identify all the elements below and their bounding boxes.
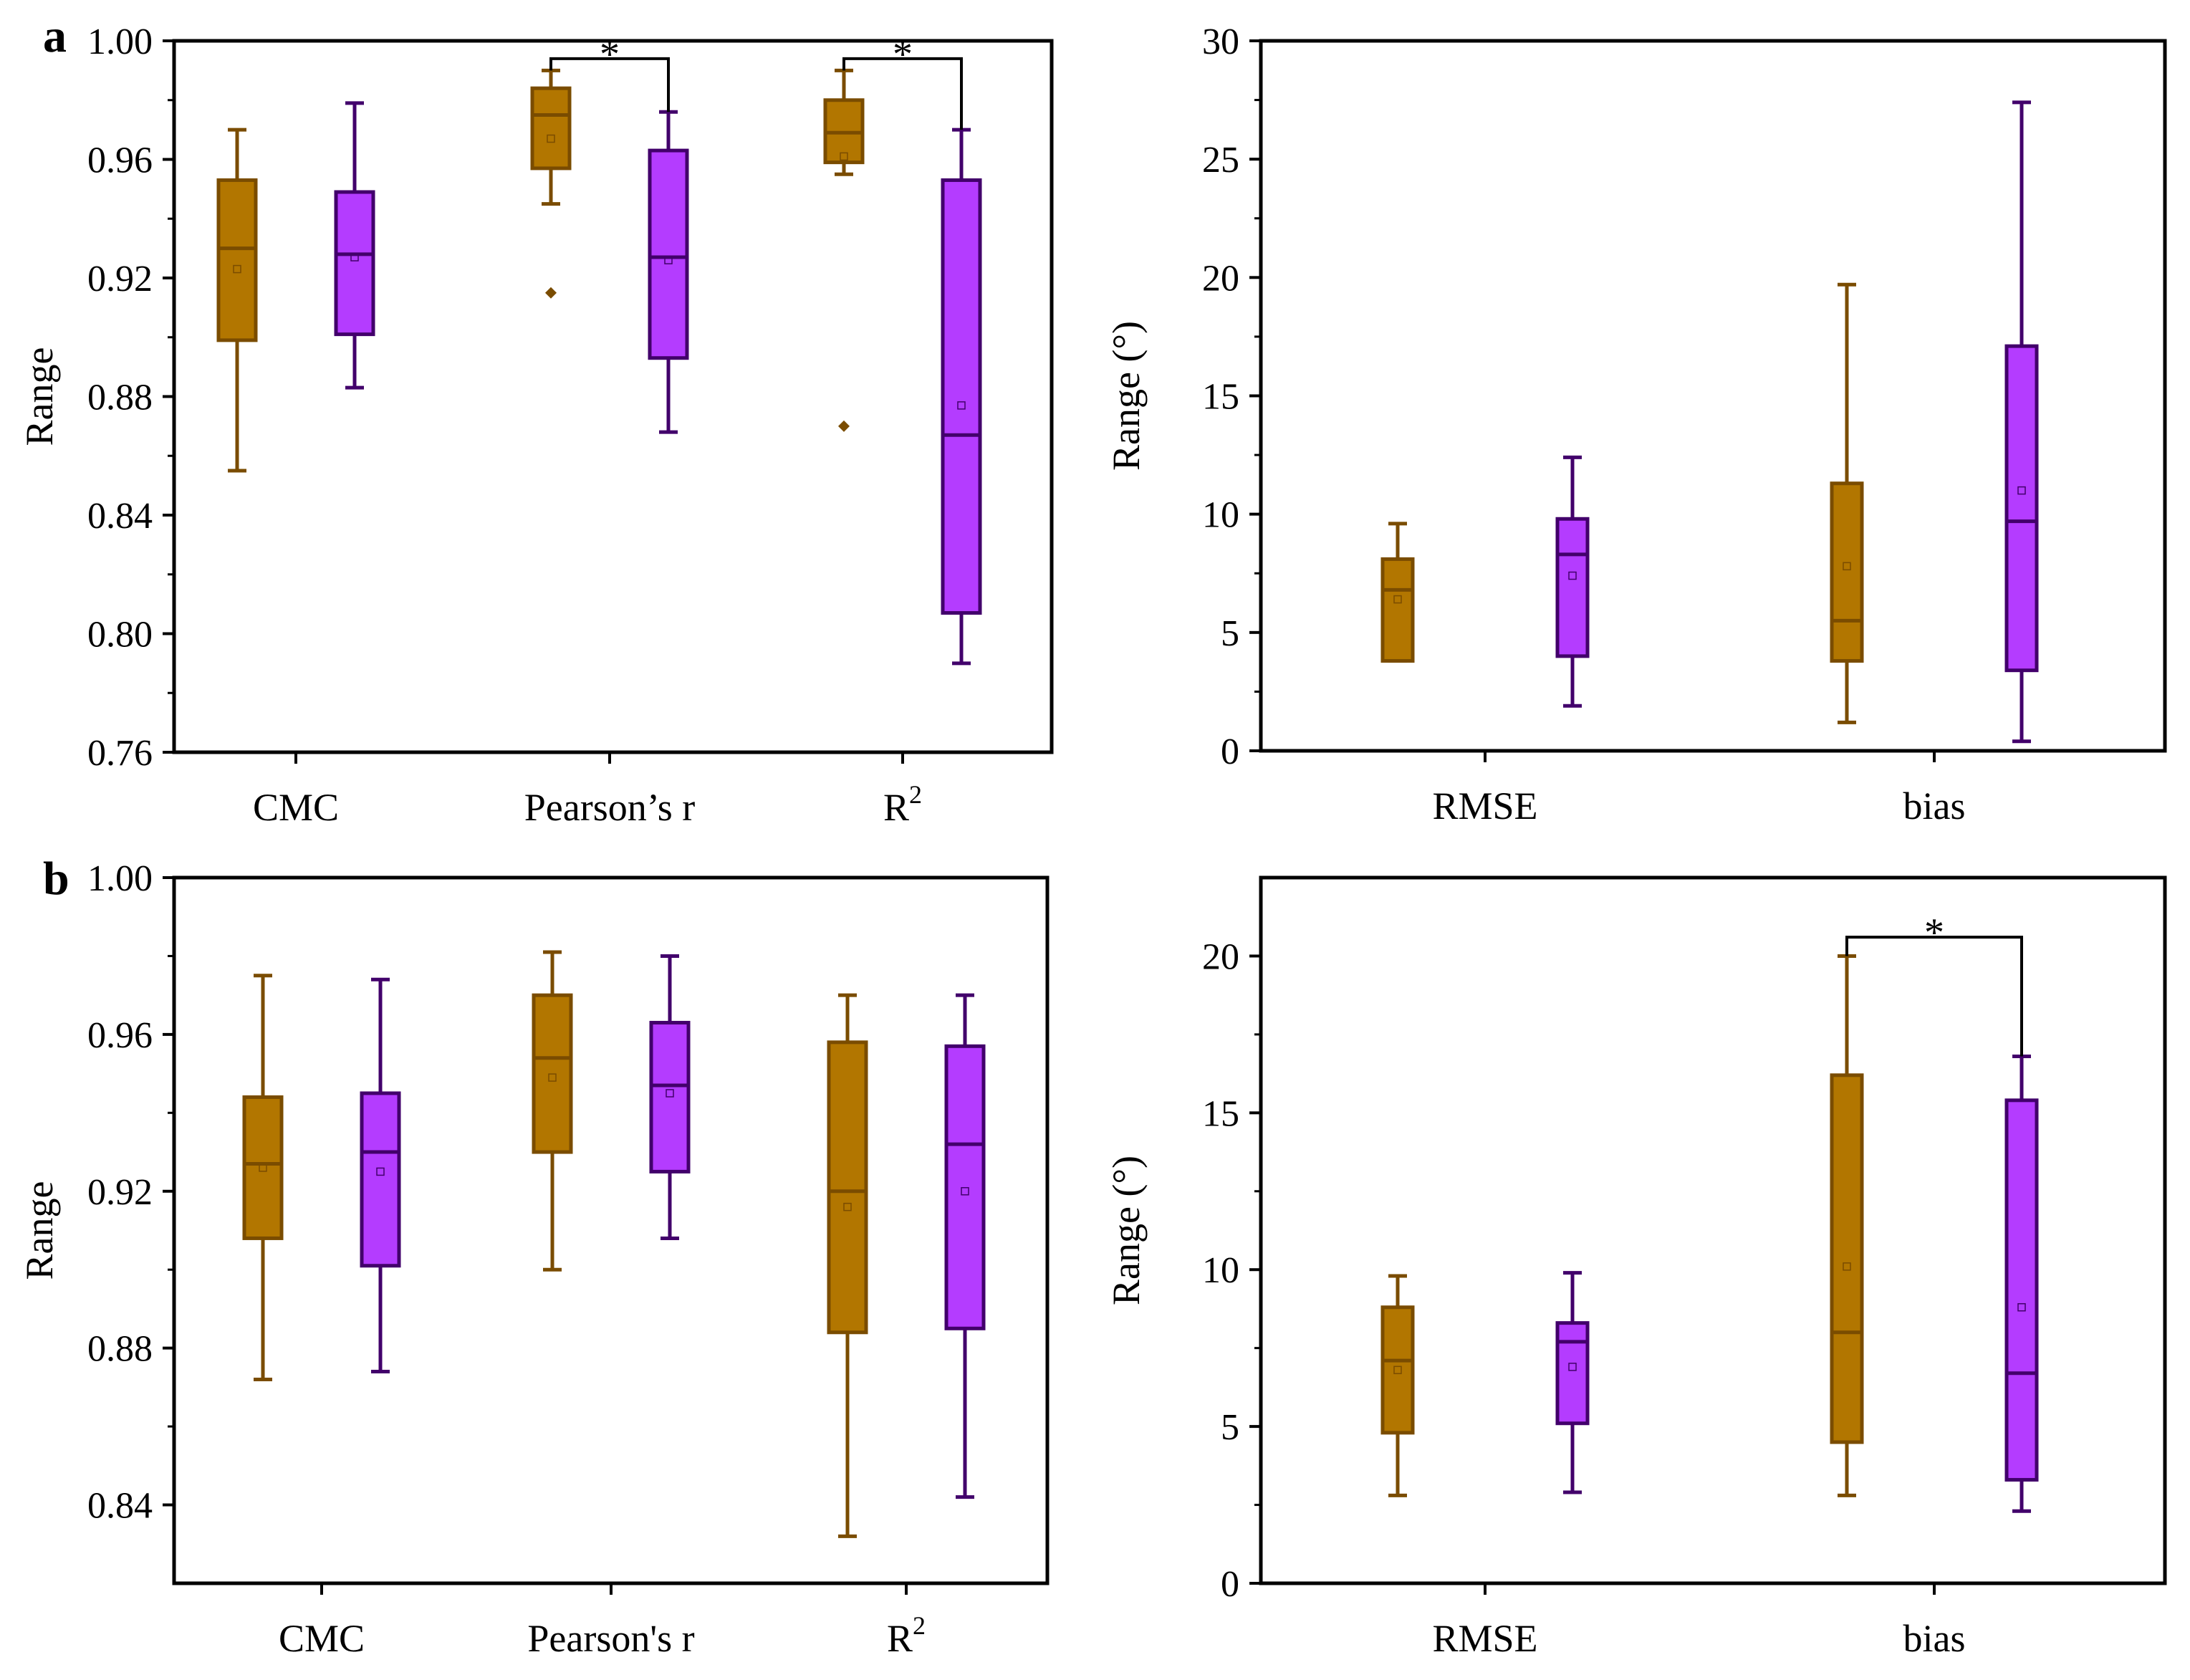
y-tick-label: 5: [1221, 613, 1239, 654]
y-tick-label: 0.84: [87, 1486, 153, 1527]
box: [827, 1040, 868, 1335]
y-axis-title: Range: [18, 1181, 61, 1280]
box: [1380, 1305, 1415, 1435]
chart-panel-a-left: 0.76 0.80 0.84 0.88 0.92 0.96 1.00 Range CMC Pear…: [18, 21, 1054, 829]
x-tick-label: CMC: [279, 1617, 365, 1660]
mean-marker: [843, 1202, 852, 1211]
x-tick-label: Pearson's r: [527, 1617, 694, 1660]
box: [2004, 344, 2039, 673]
mean-marker: [350, 253, 359, 261]
mean-marker: [957, 401, 966, 410]
mean-marker: [548, 1073, 557, 1082]
box: [941, 178, 982, 615]
mean-marker: [547, 134, 555, 143]
y-tick-label: 10: [1202, 1250, 1239, 1291]
y-tick-label: 0.76: [87, 733, 153, 774]
box: [1380, 557, 1415, 663]
y-tick-label: 15: [1202, 1093, 1239, 1134]
box: [530, 86, 572, 171]
mean-marker: [664, 256, 673, 264]
y-tick-label: 25: [1202, 140, 1239, 181]
box: [216, 178, 258, 342]
x-tick-label: RMSE: [1432, 784, 1537, 827]
x-tick-label: R2: [883, 780, 922, 829]
x-tick-label: RMSE: [1432, 1617, 1537, 1660]
box: [360, 1091, 401, 1268]
significance-label: *: [1924, 911, 1944, 955]
y-tick-label: 0.88: [87, 1329, 153, 1370]
y-axis-title: Range: [18, 347, 61, 446]
box: [1830, 481, 1864, 663]
plot-frame: [172, 875, 1050, 1585]
significance-bracket: [549, 57, 670, 112]
outlier-point: [838, 420, 850, 432]
y-tick-label: 0.96: [87, 1015, 153, 1056]
outlier-point: [545, 287, 557, 299]
mean-marker: [1393, 1365, 1402, 1375]
significance-label: *: [893, 32, 913, 77]
y-tick-label: 1.00: [87, 21, 153, 62]
y-tick-label: 0.96: [87, 140, 153, 181]
y-tick-label: 0.84: [87, 496, 153, 537]
mean-marker: [233, 264, 241, 274]
box: [242, 1095, 284, 1240]
significance-label: *: [600, 32, 620, 77]
mean-marker: [2017, 1303, 2026, 1312]
y-tick-label: 0: [1221, 1564, 1239, 1605]
y-tick-label: 10: [1202, 495, 1239, 536]
x-tick-label: bias: [1903, 784, 1966, 827]
box: [1830, 1073, 1864, 1444]
panel-label-b: b: [43, 853, 69, 905]
x-tick-label-superscript: 2: [913, 1611, 926, 1640]
mean-marker: [259, 1163, 267, 1172]
x-tick-label: R2: [887, 1611, 926, 1660]
significance-bracket: [1845, 936, 2023, 1057]
plot-frame: [172, 39, 1054, 754]
y-tick-label: 0: [1221, 731, 1239, 772]
chart-panel-b-left: 0.84 0.88 0.92 0.96 1.00 Range CMC Pearson's r R…: [18, 858, 1050, 1660]
panel-label-a: a: [43, 10, 67, 62]
x-tick-label: bias: [1903, 1617, 1966, 1660]
y-tick-label: 0.92: [87, 259, 153, 299]
x-tick-label: CMC: [253, 786, 339, 829]
y-tick-label: 0.80: [87, 615, 153, 656]
box: [334, 190, 375, 337]
y-tick-label: 20: [1202, 936, 1239, 977]
y-tick-label: 1.00: [87, 858, 153, 899]
mean-marker: [1568, 1363, 1577, 1371]
mean-marker: [2017, 486, 2026, 495]
y-tick-label: 5: [1221, 1407, 1239, 1448]
mean-marker: [1843, 1262, 1851, 1271]
plot-frame: [1259, 875, 2167, 1585]
y-axis-title: Range (°): [1105, 1156, 1148, 1305]
box: [1555, 1321, 1590, 1426]
chart-panel-b-right: 0 5 10 15 20 Range (°) RMSE bias *: [1105, 875, 2167, 1660]
mean-marker: [840, 152, 848, 161]
x-tick-label: Pearson’s r: [524, 786, 695, 829]
y-tick-label: 0.92: [87, 1172, 153, 1213]
mean-marker: [1843, 562, 1851, 571]
mean-marker: [961, 1187, 969, 1196]
box: [1555, 517, 1590, 658]
mean-marker: [1568, 571, 1577, 580]
x-tick-label-superscript: 2: [909, 780, 922, 809]
significance-bracket: [842, 57, 963, 130]
y-tick-label: 20: [1202, 258, 1239, 299]
mean-marker: [666, 1089, 674, 1098]
y-axis-title: Range (°): [1105, 321, 1148, 471]
box: [2004, 1098, 2039, 1482]
y-tick-label: 30: [1202, 21, 1239, 62]
mean-marker: [1393, 595, 1402, 604]
y-tick-label: 0.88: [87, 378, 153, 418]
chart-panel-a-right: 0 5 10 15 20 25 30 Range (°) RMSE bias: [1105, 21, 2167, 827]
y-tick-label: 15: [1202, 377, 1239, 418]
box: [648, 148, 689, 360]
mean-marker: [376, 1167, 385, 1176]
